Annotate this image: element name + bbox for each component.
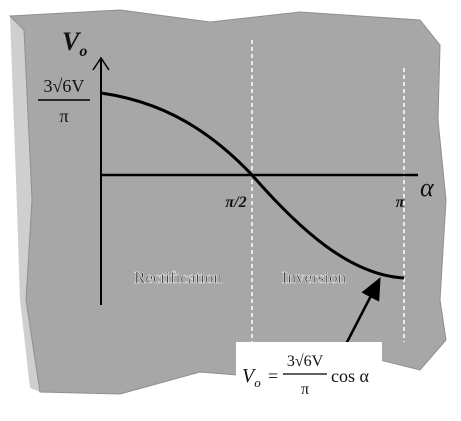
x-marker: π bbox=[396, 194, 406, 211]
formula-denominator: π bbox=[301, 381, 309, 398]
formula-equals: = bbox=[268, 366, 278, 386]
cos-curve bbox=[100, 91, 405, 280]
slab bbox=[8, 9, 447, 395]
y-axis-label: Vo bbox=[62, 27, 87, 60]
y-marker-denominator: π bbox=[59, 106, 68, 126]
formula-tail: cos α bbox=[331, 366, 369, 386]
x-axis-label: α bbox=[420, 173, 435, 202]
pointer-arrow bbox=[342, 277, 381, 349]
y-marker-numerator: 3√6V bbox=[44, 76, 85, 96]
formula-numerator: 3√6V bbox=[287, 353, 324, 370]
slab-edge bbox=[10, 16, 40, 392]
formula-lhs: Vo bbox=[242, 365, 261, 390]
region-label: Inversion bbox=[282, 268, 347, 287]
y-arrow bbox=[92, 56, 110, 71]
region-label: Rectification bbox=[134, 268, 222, 287]
formula-box bbox=[236, 342, 382, 404]
x-marker: π/2 bbox=[225, 194, 246, 211]
